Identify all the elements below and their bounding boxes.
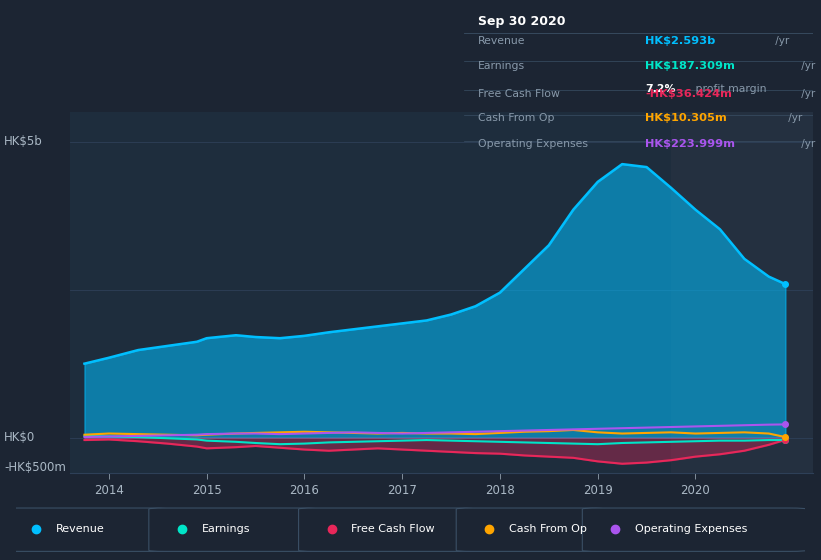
Bar (671, 112, 813, 473)
Text: /yr: /yr (798, 60, 815, 71)
Text: Sep 30 2020: Sep 30 2020 (478, 15, 566, 28)
Text: Free Cash Flow: Free Cash Flow (478, 88, 560, 99)
FancyBboxPatch shape (582, 508, 806, 552)
FancyBboxPatch shape (456, 508, 605, 552)
Text: Revenue: Revenue (56, 524, 104, 534)
Text: Cash From Op: Cash From Op (478, 114, 554, 124)
FancyBboxPatch shape (149, 508, 318, 552)
Text: Earnings: Earnings (202, 524, 250, 534)
Text: Operating Expenses: Operating Expenses (478, 139, 588, 149)
Text: 7.2%: 7.2% (645, 84, 676, 94)
Text: /yr: /yr (798, 139, 815, 149)
Text: Operating Expenses: Operating Expenses (635, 524, 747, 534)
Text: Earnings: Earnings (478, 60, 525, 71)
FancyBboxPatch shape (3, 508, 167, 552)
Text: profit margin: profit margin (692, 84, 767, 94)
FancyBboxPatch shape (299, 508, 475, 552)
Text: -HK$500m: -HK$500m (4, 461, 66, 474)
Text: HK$187.309m: HK$187.309m (645, 60, 735, 71)
Text: HK$2.593b: HK$2.593b (645, 36, 716, 45)
Text: -HK$36.424m: -HK$36.424m (645, 88, 732, 99)
Text: /yr: /yr (785, 114, 802, 124)
Text: HK$223.999m: HK$223.999m (645, 139, 736, 149)
Text: HK$10.305m: HK$10.305m (645, 114, 727, 124)
Text: /yr: /yr (798, 88, 815, 99)
Text: Cash From Op: Cash From Op (509, 524, 587, 534)
Text: Free Cash Flow: Free Cash Flow (351, 524, 435, 534)
Text: /yr: /yr (772, 36, 789, 45)
Text: HK$5b: HK$5b (4, 135, 43, 148)
Text: HK$0: HK$0 (4, 431, 35, 444)
Text: Revenue: Revenue (478, 36, 525, 45)
